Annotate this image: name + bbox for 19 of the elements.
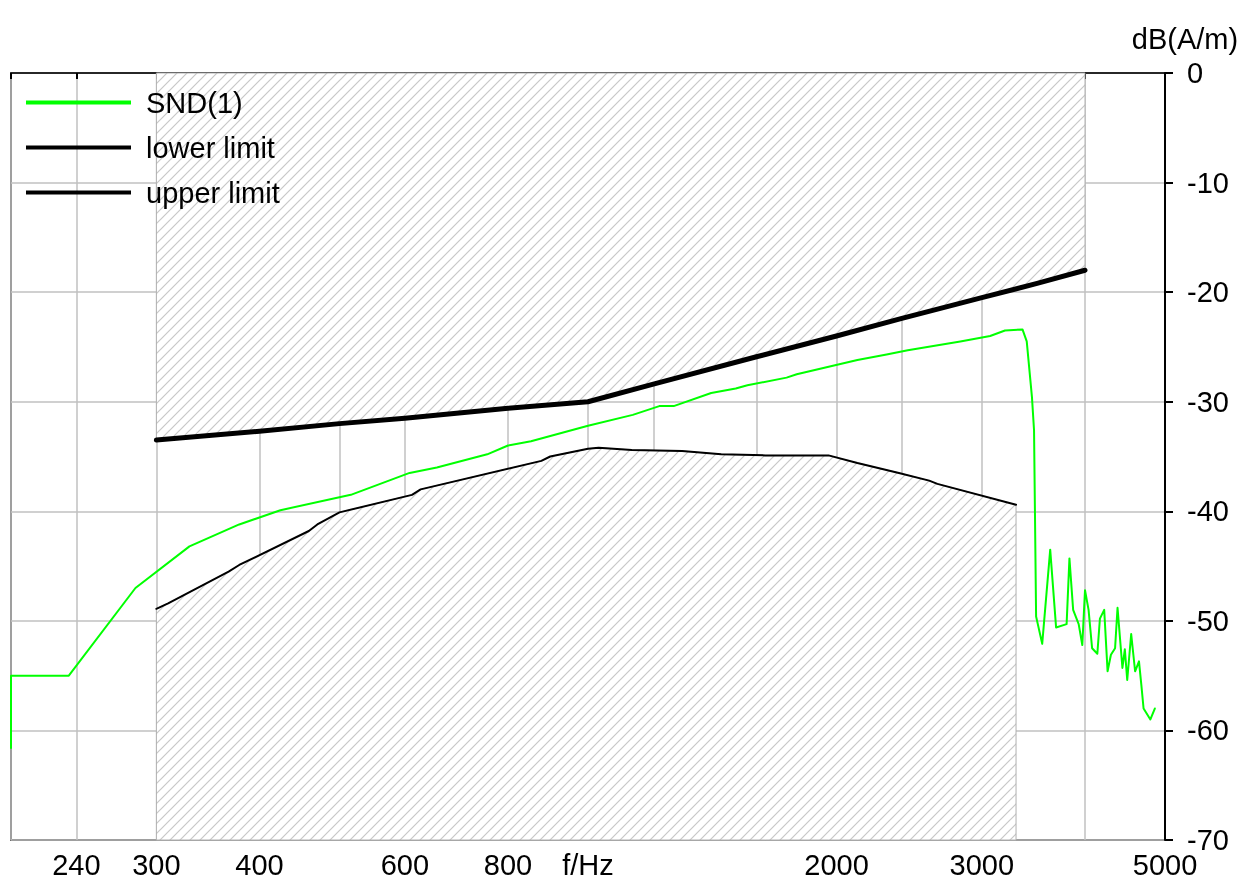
x-tick-label: 800 — [483, 848, 533, 881]
y-tick-label: -60 — [1187, 714, 1229, 747]
legend-label: upper limit — [146, 176, 280, 209]
x-tick-label: f/Hz — [562, 848, 614, 881]
y-tick-label: -10 — [1187, 166, 1229, 199]
x-tick-label: 300 — [132, 848, 181, 881]
y-axis-title: dB(A/m) — [1131, 22, 1239, 55]
x-tick-label: 400 — [235, 848, 284, 881]
y-tick-label: -30 — [1187, 385, 1229, 418]
y-tick-label: 0 — [1187, 57, 1204, 89]
y-tick-label: -40 — [1187, 495, 1229, 528]
x-tick-label: 2000 — [804, 848, 869, 881]
legend-label: SND(1) — [146, 86, 243, 119]
x-tick-label: 600 — [380, 848, 430, 881]
y-tick-label: -20 — [1187, 276, 1229, 309]
x-tick-label: 240 — [52, 848, 101, 881]
y-tick-label: -50 — [1187, 604, 1229, 637]
legend-label: lower limit — [146, 131, 275, 164]
x-tick-label: 3000 — [949, 848, 1015, 881]
